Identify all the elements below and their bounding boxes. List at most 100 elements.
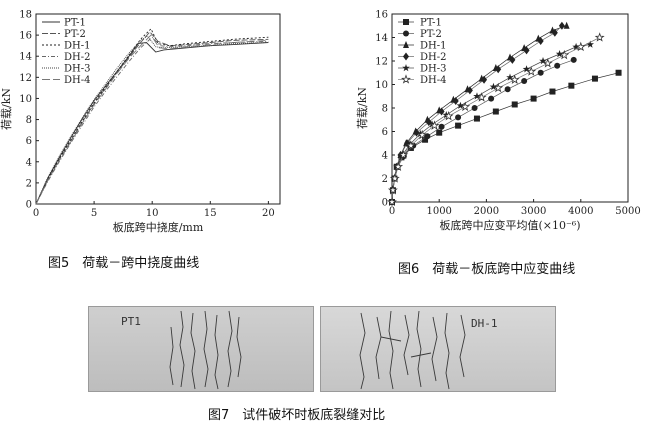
point-DH-2 — [558, 21, 565, 30]
point-DH-4 — [387, 185, 398, 195]
figure5-caption: 图5 荷载－跨中挠度曲线 — [48, 256, 200, 271]
point-DH-2 — [466, 86, 473, 95]
point-DH-4 — [542, 58, 553, 68]
y-tick-label: 2 — [26, 178, 32, 189]
x-tick-label: 20 — [262, 208, 275, 219]
point-PT-1 — [568, 82, 575, 89]
x-tick-label: 5 — [91, 208, 97, 219]
point-DH-4 — [443, 110, 454, 121]
point-DH-3 — [586, 40, 594, 48]
point-DH-2 — [509, 55, 516, 64]
plot-frame — [35, 13, 281, 205]
legend-entry: DH-3 — [420, 64, 446, 75]
y-tick-label: 6 — [26, 136, 32, 147]
point-PT-1 — [615, 69, 622, 76]
legend-entry: DH-2 — [64, 52, 90, 63]
series-line-PT-1 — [35, 42, 269, 205]
point-PT-1 — [549, 88, 556, 95]
legend-entry: PT-1 — [420, 18, 442, 29]
legend-entry: PT-1 — [64, 18, 86, 29]
figure6-chart: 0 1000 2000 3000 4000 5000 0 2 4 6 8 10 12 14 16 板底跨中应变… — [356, 10, 641, 233]
point-PT-1 — [473, 115, 480, 122]
point-DH-4 — [417, 129, 428, 140]
y-tick-label: 16 — [19, 31, 32, 42]
point-DH-4 — [393, 161, 404, 172]
point-DH-4 — [460, 101, 471, 112]
point-DH-2 — [523, 46, 530, 55]
point-PT-1 — [511, 101, 518, 108]
point-DH-2 — [452, 96, 459, 105]
figure7-caption: 图7 试件破坏时板底裂缝对比 — [208, 408, 386, 423]
y-tick-label: 6 — [382, 127, 388, 138]
y-tick-label: 0 — [382, 198, 388, 209]
photo-left-label: PT1 — [121, 315, 141, 328]
point-DH-2 — [413, 128, 420, 137]
point-DH-4 — [387, 196, 397, 207]
x-tick-label: 15 — [204, 208, 217, 219]
point-DH-2 — [438, 107, 445, 116]
x-tick-label: 4000 — [568, 206, 593, 217]
x-tick-label: 5000 — [615, 206, 640, 217]
y-tick-label: 14 — [375, 33, 388, 44]
y-tick-label: 16 — [375, 10, 388, 21]
point-PT-2 — [537, 69, 544, 76]
x-tick-label: 2000 — [474, 206, 499, 217]
figure7-photo-left: PT1 — [88, 306, 314, 392]
x-axis-label: 板底跨中应变平均值(×10⁻⁶) — [439, 218, 580, 232]
y-tick-label: 8 — [26, 115, 32, 126]
photo-right-label: DH-1 — [471, 317, 498, 330]
point-DH-4 — [429, 120, 440, 130]
legend-entry: DH-3 — [64, 64, 90, 75]
point-DH-2 — [551, 28, 558, 37]
crack-pattern-left — [169, 310, 242, 390]
x-tick-label: 3000 — [521, 206, 546, 217]
point-PT-1 — [422, 136, 429, 143]
point-DH-3 — [522, 65, 531, 73]
point-PT-2 — [438, 123, 445, 130]
series-DH-1 — [35, 28, 269, 205]
point-PT-2 — [570, 56, 577, 63]
series-DH-2 — [389, 21, 565, 206]
x-axis-label: 板底跨中挠度/mm — [113, 220, 204, 234]
x-tick-label: 10 — [146, 208, 159, 219]
point-DH-4 — [509, 74, 520, 84]
point-PT-2 — [455, 114, 462, 121]
legend-marker-PT-2 — [403, 30, 409, 37]
legend-marker-PT-1 — [403, 19, 409, 25]
legend-marker-DH-4 — [401, 74, 411, 84]
point-DH-4 — [559, 49, 570, 60]
y-tick-label: 10 — [375, 80, 388, 91]
point-PT-2 — [521, 77, 528, 84]
y-tick-label: 2 — [382, 174, 388, 185]
series-line-DH-2 — [391, 25, 563, 203]
series-line-DH-1 — [35, 28, 269, 205]
y-tick-label: 10 — [19, 94, 32, 105]
point-DH-2 — [481, 75, 488, 84]
x-tick-label: 0 — [33, 208, 39, 219]
point-PT-1 — [591, 75, 598, 82]
legend-marker-DH-2 — [403, 52, 409, 61]
y-tick-label: 4 — [26, 157, 32, 168]
legend-entry: DH-1 — [420, 41, 446, 52]
x-tick-label: 0 — [389, 206, 395, 217]
y-tick-label: 4 — [382, 151, 388, 162]
point-DH-4 — [575, 41, 586, 52]
figure7-photo-right: DH-1 — [320, 306, 556, 392]
y-tick-label: 8 — [382, 104, 388, 115]
point-DH-4 — [476, 92, 487, 102]
point-DH-2 — [537, 37, 544, 46]
point-DH-1 — [563, 21, 570, 29]
y-tick-label: 14 — [19, 52, 32, 63]
point-PT-1 — [436, 129, 443, 136]
point-DH-2 — [495, 65, 502, 74]
y-tick-label: 12 — [19, 73, 32, 84]
point-PT-2 — [424, 133, 431, 140]
series-DH-4 — [35, 34, 269, 205]
legend-entry: PT-2 — [420, 29, 442, 40]
point-PT-1 — [492, 108, 499, 115]
legend-marker-DH-3 — [402, 64, 410, 72]
point-DH-4 — [594, 32, 605, 42]
series-DH-4 — [387, 32, 605, 207]
series-PT-2 — [35, 31, 269, 205]
series-DH-3 — [35, 35, 269, 205]
